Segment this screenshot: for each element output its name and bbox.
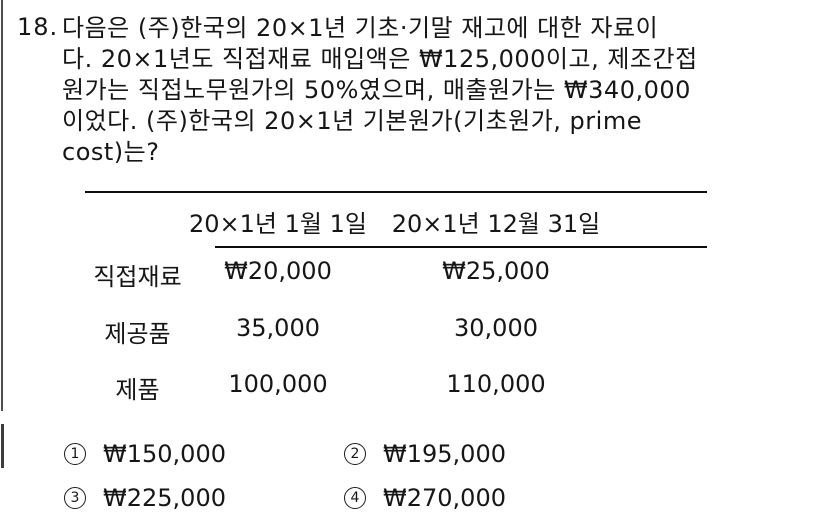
question-line-2: 다. 20×1년도 직접재료 매입액은 ₩125,000이고, 제조간접 [62, 45, 698, 73]
col-header-beginning: 20×1년 1월 1일 [189, 210, 367, 238]
question-line-5: cost)는? [62, 138, 160, 166]
row-end-value: ₩25,000 [442, 257, 550, 285]
table-row: 직접재료 ₩20,000 ₩25,000 [85, 257, 707, 291]
row-begin-value: 100,000 [228, 370, 328, 398]
question-line-1: 다음은 (주)한국의 20×1년 기초·기말 재고에 대한 자료이 [62, 14, 659, 42]
answer-option-3[interactable]: 3 ₩225,000 [64, 484, 226, 512]
question-line-4: 이었다. (주)한국의 20×1년 기본원가(기초원가, prime [62, 107, 642, 135]
answer-option-4[interactable]: 4 ₩270,000 [344, 484, 506, 512]
question-number: 18. [17, 13, 59, 41]
table-row: 제공품 35,000 30,000 [85, 314, 707, 348]
row-label: 제공품 [104, 320, 171, 348]
answer-option-1-value: ₩150,000 [103, 440, 226, 468]
table-row: 제품 100,000 110,000 [85, 370, 707, 404]
row-end-value: 110,000 [446, 370, 546, 398]
circled-number-3: 3 [64, 487, 86, 509]
row-label: 제품 [115, 376, 160, 404]
table-header-row: 20×1년 1월 1일 20×1년 12월 31일 [85, 204, 707, 238]
left-scan-edge-line-upper [1, 0, 3, 411]
row-end-value: 30,000 [454, 314, 538, 342]
table-top-rule [85, 191, 707, 193]
row-begin-value: 35,000 [236, 314, 320, 342]
answer-option-4-value: ₩270,000 [383, 484, 506, 512]
row-label: 직접재료 [93, 263, 182, 291]
circled-number-2: 2 [344, 443, 366, 465]
circled-number-1: 1 [64, 443, 86, 465]
row-begin-value: ₩20,000 [224, 257, 332, 285]
answer-option-2[interactable]: 2 ₩195,000 [344, 440, 506, 468]
answer-option-3-value: ₩225,000 [103, 484, 226, 512]
inventory-table: 20×1년 1월 1일 20×1년 12월 31일 직접재료 ₩20,000 ₩… [85, 185, 707, 415]
col-header-ending: 20×1년 12월 31일 [391, 210, 601, 238]
table-header-rule [215, 246, 707, 248]
answer-option-1[interactable]: 1 ₩150,000 [64, 440, 226, 468]
question-line-3: 원가는 직접노무원가의 50%였으며, 매출원가는 ₩340,000 [62, 76, 691, 104]
circled-number-4: 4 [344, 487, 366, 509]
answer-option-2-value: ₩195,000 [383, 440, 506, 468]
left-scan-edge-line-lower [1, 424, 4, 468]
question-stem: 다음은 (주)한국의 20×1년 기초·기말 재고에 대한 자료이 다. 20×… [62, 13, 822, 168]
